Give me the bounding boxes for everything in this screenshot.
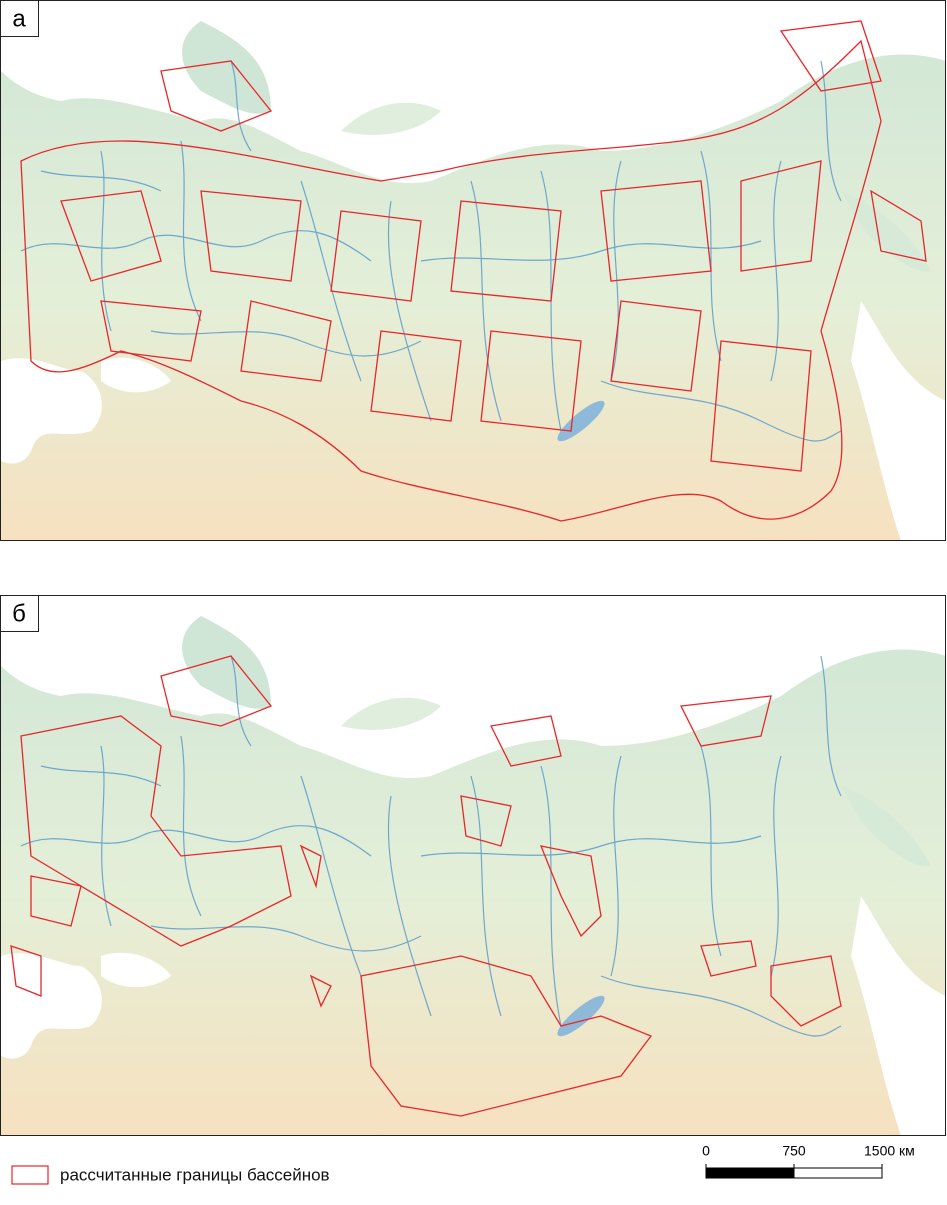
panel-label: б xyxy=(12,600,26,627)
panel-b xyxy=(0,595,947,1137)
scale-label: 1500 км xyxy=(864,1143,915,1159)
panel-label: а xyxy=(12,5,26,32)
scale-segment xyxy=(793,1167,883,1179)
legend-label: рассчитанные границы бассейнов xyxy=(60,1165,330,1184)
scale-segment xyxy=(705,1167,795,1179)
panel-frame xyxy=(0,595,946,1136)
panel-frame xyxy=(0,0,946,541)
panel-label-box xyxy=(0,0,39,37)
scale-label: 0 xyxy=(702,1143,710,1159)
scale-label: 750 xyxy=(782,1143,806,1159)
panel-a xyxy=(0,0,947,542)
legend-swatch xyxy=(11,1165,49,1185)
panel-label-box xyxy=(0,595,39,632)
